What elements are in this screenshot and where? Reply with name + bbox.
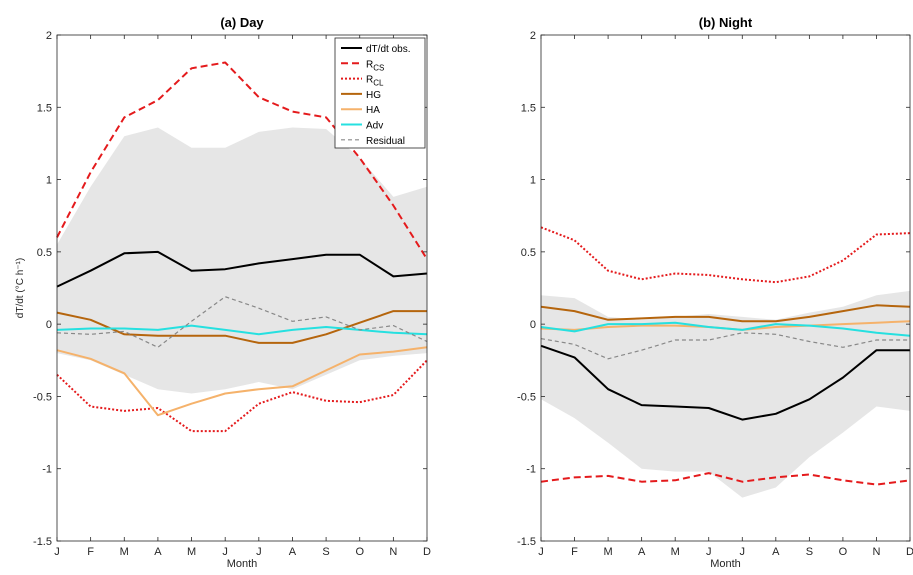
- axes-box: [56, 34, 428, 542]
- chart-title: (b) Night: [699, 15, 753, 30]
- legend-label-ha: HA: [366, 105, 380, 116]
- series-line-hg: [540, 304, 911, 323]
- x-tick-label: J: [706, 546, 712, 558]
- panel-b: -1.5 -1 -0.5 0 0.5 1 1.5 2 J F M A M J J A S O N D (b) Night…: [517, 15, 913, 570]
- y-tick-label: 0: [46, 319, 52, 331]
- x-tick-label: J: [740, 546, 746, 558]
- legend-label-residual: Residual: [366, 136, 405, 147]
- y-tick-label: 1: [46, 175, 52, 187]
- series-line-adv: [56, 324, 428, 336]
- x-tick-label: A: [638, 546, 646, 558]
- y-tick-label: -0.5: [517, 391, 536, 403]
- y-tick-label: -1.5: [33, 536, 52, 548]
- panel-a: -1.5 -1 -0.5 0 0.5 1 1.5 2 J F M A M J J A S O N D (a) Day Mo…: [15, 15, 431, 570]
- legend-label-dt-dt-obs: dT/dt obs.: [366, 44, 410, 55]
- series-line-r-cl: [56, 359, 428, 433]
- series-line-residual: [540, 332, 910, 360]
- y-tick-label: 1.5: [37, 102, 52, 114]
- series-line-r-cs: [540, 472, 911, 486]
- y-tick-label: 2: [46, 30, 52, 42]
- x-tick-label: J: [538, 546, 544, 558]
- x-tick-label: J: [222, 546, 228, 558]
- x-tick-label: D: [423, 546, 431, 558]
- y-tick-label: -0.5: [33, 391, 52, 403]
- x-tick-label: A: [289, 546, 297, 558]
- variability-band: [541, 290, 910, 498]
- x-tick-label: A: [772, 546, 780, 558]
- y-tick-label: -1: [42, 464, 52, 476]
- x-tick-label: J: [54, 546, 60, 558]
- y-tick-label: 0.5: [521, 247, 536, 259]
- x-tick-label: O: [839, 546, 848, 558]
- series-line-ha: [56, 346, 428, 417]
- y-tick-label: -1.5: [517, 536, 536, 548]
- legend-label-adv: Adv: [366, 121, 383, 132]
- legend-label-hg: HG: [366, 90, 381, 101]
- y-tick-label: 1.5: [521, 102, 536, 114]
- x-tick-label: J: [256, 546, 262, 558]
- x-tick-label: S: [322, 546, 329, 558]
- x-tick-label: M: [604, 546, 613, 558]
- series-line-dt-dt-obs: [540, 344, 910, 421]
- series-line-r-cs: [56, 61, 428, 260]
- series-line-hg: [56, 310, 427, 344]
- x-tick-label: M: [671, 546, 680, 558]
- series-line-dt-dt-obs: [56, 250, 428, 288]
- y-tick-label: -1: [526, 464, 536, 476]
- y-tick-label: 2: [530, 30, 536, 42]
- axes-box: [540, 34, 911, 542]
- x-axis-label: Month: [710, 558, 741, 570]
- legend-label-r-cs: RCS: [366, 59, 384, 72]
- x-tick-label: O: [355, 546, 364, 558]
- x-tick-label: M: [187, 546, 196, 558]
- legend: dT/dt obs. RCS RCL HG HA Adv Residual: [334, 37, 426, 149]
- legend-label-r-cl: RCL: [366, 75, 384, 88]
- x-tick-label: F: [87, 546, 94, 558]
- series-line-adv: [540, 321, 911, 337]
- y-tick-label: 0.5: [37, 247, 52, 259]
- x-tick-label: F: [571, 546, 578, 558]
- x-tick-label: N: [872, 546, 880, 558]
- x-tick-label: M: [120, 546, 129, 558]
- series-line-residual: [56, 296, 428, 348]
- y-tick-label: 0: [530, 319, 536, 331]
- x-tick-label: S: [806, 546, 813, 558]
- x-tick-label: N: [389, 546, 397, 558]
- x-axis-label: Month: [227, 558, 258, 570]
- chart-title: (a) Day: [220, 15, 264, 30]
- y-axis-label: dT/dt (°C h⁻¹): [15, 258, 26, 318]
- x-tick-label: A: [154, 546, 162, 558]
- series-line-r-cl: [540, 226, 911, 284]
- y-tick-label: 1: [530, 175, 536, 187]
- x-tick-label: D: [906, 546, 913, 558]
